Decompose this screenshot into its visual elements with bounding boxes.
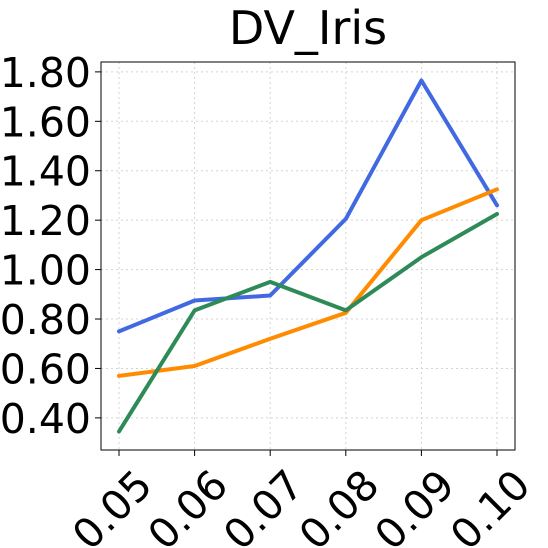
y-tick-label: 0.60 xyxy=(0,345,91,393)
x-tick-label: 0.05 xyxy=(63,461,161,548)
y-tick-label: 1.40 xyxy=(0,148,91,196)
y-tick-label: 1.80 xyxy=(0,49,91,97)
x-tick-label: 0.07 xyxy=(214,461,312,548)
plot-frame xyxy=(100,61,516,451)
y-tick-label: 0.80 xyxy=(0,296,91,344)
x-tick-label: 0.06 xyxy=(139,461,237,548)
series-line-1 xyxy=(117,78,499,334)
x-tick-label: 0.10 xyxy=(441,461,539,548)
series-lines xyxy=(117,78,499,434)
y-tick-label: 1.60 xyxy=(0,98,91,146)
x-axis: 0.050.060.070.080.090.10 xyxy=(63,450,540,548)
series-line-2 xyxy=(117,187,499,378)
chart-title: DV_Iris xyxy=(229,1,387,55)
y-axis: 0.400.600.801.001.201.401.601.80 xyxy=(0,49,101,443)
y-tick-label: 0.40 xyxy=(0,395,91,443)
x-tick-label: 0.09 xyxy=(365,461,463,548)
y-tick-label: 1.20 xyxy=(0,197,91,245)
x-tick-label: 0.08 xyxy=(290,461,388,548)
series-line-3 xyxy=(117,212,499,434)
y-tick-label: 1.00 xyxy=(0,247,91,295)
